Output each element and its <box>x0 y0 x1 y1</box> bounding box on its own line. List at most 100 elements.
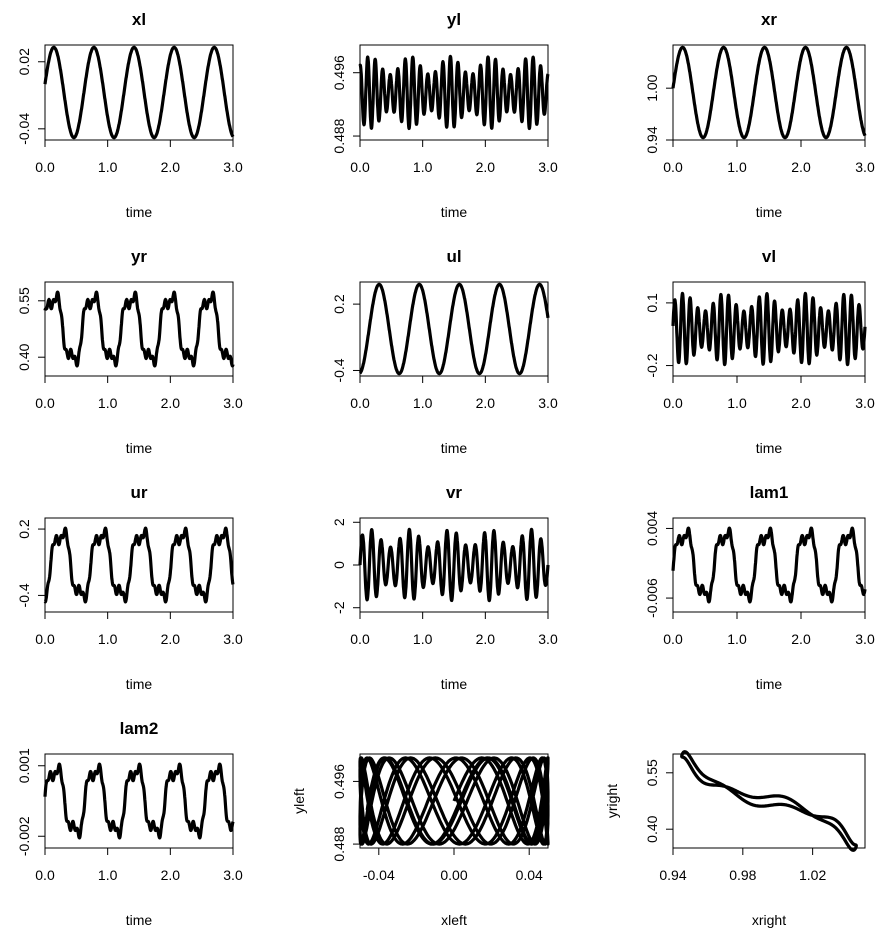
x-tick-label: 0.04 <box>516 867 543 883</box>
y-axis-label: yright <box>604 784 620 818</box>
x-axis-label: time <box>126 440 153 456</box>
x-tick-label: 2.0 <box>161 395 181 411</box>
plot-title: ul <box>446 247 461 266</box>
x-tick-label: 2.0 <box>791 159 811 175</box>
y-tick-label: 0.496 <box>331 55 347 90</box>
y-tick-label: 0.94 <box>644 126 660 153</box>
series-line <box>43 762 235 840</box>
x-axis-label: time <box>756 440 783 456</box>
y-tick-label: 0.40 <box>644 815 660 842</box>
panel-yl: yl 0.0 1.0 2.0 3.0 0.488 0.496 time <box>331 10 558 220</box>
x-tick-label: 0.0 <box>35 631 55 647</box>
panel-ur: ur 0.0 1.0 2.0 3.0 -0.4 0.2 time <box>16 483 243 692</box>
y-tick-label: -0.2 <box>644 353 660 377</box>
x-axis-label: time <box>441 204 468 220</box>
y-tick-label: 0.02 <box>16 48 32 75</box>
y-tick-label: 0.55 <box>644 759 660 786</box>
plot-title: xr <box>761 10 777 29</box>
plot-title: vl <box>762 247 776 266</box>
plot-frame <box>44 44 234 141</box>
y-tick-label: -0.4 <box>331 358 347 382</box>
plot-title: xl <box>132 10 146 29</box>
series-line <box>43 290 235 368</box>
x-tick-label: 0.0 <box>350 631 370 647</box>
x-tick-label: 2.0 <box>476 159 496 175</box>
x-axis-label: xleft <box>441 912 467 928</box>
x-axis-label: time <box>756 676 783 692</box>
x-tick-label: 1.0 <box>413 631 433 647</box>
y-axis-label: yleft <box>291 788 307 814</box>
x-tick-label: 3.0 <box>855 159 875 175</box>
x-axis-label: xright <box>752 912 786 928</box>
x-axis-label: time <box>126 912 153 928</box>
y-tick-label: 0.488 <box>331 118 347 153</box>
x-tick-label: 1.0 <box>98 867 118 883</box>
y-tick-label: 0 <box>331 561 347 569</box>
plot-title: lam1 <box>750 483 789 502</box>
x-tick-label: 1.0 <box>98 631 118 647</box>
x-tick-label: 3.0 <box>538 631 558 647</box>
y-tick-label: 0.2 <box>331 294 347 314</box>
series-line <box>358 756 550 846</box>
x-tick-label: 0.0 <box>35 395 55 411</box>
x-tick-label: 0.0 <box>35 159 55 175</box>
x-axis-label: time <box>441 676 468 692</box>
panel-lam2: lam2 0.0 1.0 2.0 3.0 -0.002 0.001 time <box>16 719 243 928</box>
plot-frame <box>359 281 549 377</box>
panel-vl: vl 0.0 1.0 2.0 3.0 -0.2 0.1 time <box>644 247 875 456</box>
x-axis-label: time <box>126 204 153 220</box>
x-tick-label: -0.04 <box>363 867 395 883</box>
x-tick-label: 3.0 <box>855 631 875 647</box>
x-tick-label: 2.0 <box>161 159 181 175</box>
x-tick-label: 3.0 <box>538 159 558 175</box>
x-axis-label: time <box>756 204 783 220</box>
x-tick-label: 3.0 <box>223 159 243 175</box>
panel-lam1: lam1 0.0 1.0 2.0 3.0 -0.006 0.004 time <box>644 483 875 692</box>
x-tick-label: 0.0 <box>663 631 683 647</box>
x-tick-label: 3.0 <box>223 867 243 883</box>
x-tick-label: 3.0 <box>223 631 243 647</box>
plot-title: yl <box>447 10 461 29</box>
x-axis-label: time <box>126 676 153 692</box>
y-tick-label: -0.04 <box>16 113 32 145</box>
y-tick-label: -2 <box>331 601 347 614</box>
x-tick-label: 0.0 <box>663 159 683 175</box>
x-tick-label: 0.0 <box>663 395 683 411</box>
x-axis-label: time <box>441 440 468 456</box>
series-line <box>680 750 858 852</box>
plot-frame <box>44 517 234 613</box>
x-tick-label: 0.0 <box>350 395 370 411</box>
plot-frame <box>359 44 549 141</box>
x-tick-label: 2.0 <box>161 867 181 883</box>
x-tick-label: 1.02 <box>799 867 826 883</box>
x-tick-label: 0.98 <box>729 867 756 883</box>
y-tick-label: 2 <box>331 518 347 526</box>
y-tick-label: -0.4 <box>16 583 32 607</box>
x-tick-label: 2.0 <box>161 631 181 647</box>
series-line <box>671 45 867 140</box>
x-tick-label: 3.0 <box>538 395 558 411</box>
x-tick-label: 1.0 <box>98 395 118 411</box>
y-tick-label: 0.004 <box>644 511 660 546</box>
x-tick-label: 1.0 <box>413 395 433 411</box>
panel-yright: 0.94 0.98 1.02 0.40 0.55 xright yright <box>604 750 866 928</box>
plot-frame <box>44 281 234 377</box>
y-tick-label: 0.496 <box>331 764 347 799</box>
y-tick-label: -0.002 <box>16 816 32 856</box>
x-tick-label: 1.0 <box>727 631 747 647</box>
y-tick-label: 0.2 <box>16 519 32 539</box>
x-tick-label: 1.0 <box>98 159 118 175</box>
x-tick-label: 0.00 <box>440 867 467 883</box>
y-tick-label: 0.488 <box>331 826 347 861</box>
series-line <box>671 526 867 604</box>
y-tick-label: 0.40 <box>16 343 32 370</box>
series-line <box>43 45 235 140</box>
plot-frame <box>44 753 234 849</box>
x-tick-label: 2.0 <box>476 631 496 647</box>
panel-yleft: -0.04 0.00 0.04 0.488 0.496 xleft yleft <box>291 753 550 928</box>
x-tick-label: 3.0 <box>223 395 243 411</box>
series-line <box>358 54 550 131</box>
plot-frame <box>672 44 866 141</box>
y-tick-label: 0.1 <box>644 293 660 313</box>
